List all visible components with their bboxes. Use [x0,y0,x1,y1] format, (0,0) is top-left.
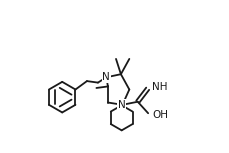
Text: N: N [102,72,110,82]
Text: N: N [117,100,125,110]
Text: NH: NH [151,82,166,92]
Text: OH: OH [151,110,167,120]
